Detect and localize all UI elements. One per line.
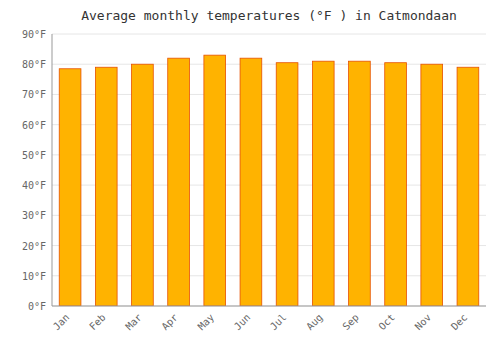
x-tick-label: May xyxy=(196,312,217,333)
x-tick-label: Sep xyxy=(340,312,361,333)
y-tick-label: 0°F xyxy=(28,301,46,312)
x-tick-label: Jun xyxy=(232,312,253,333)
title: Average monthly temperatures (°F ) in Ca… xyxy=(81,8,457,23)
bar xyxy=(168,58,190,306)
x-tick-label: Feb xyxy=(87,312,108,333)
bar xyxy=(349,61,371,306)
grid-line xyxy=(52,306,486,307)
chart: Average monthly temperatures (°F ) in Ca… xyxy=(0,0,500,350)
y-tick-label: 50°F xyxy=(22,150,46,161)
y-tick-label: 80°F xyxy=(22,59,46,70)
y-tick-label: 40°F xyxy=(22,180,46,191)
bar xyxy=(385,63,407,306)
x-tick-label: Apr xyxy=(159,312,180,333)
x-tick-label: Oct xyxy=(376,312,397,333)
bar xyxy=(95,67,117,306)
y-tick-label: 10°F xyxy=(22,271,46,282)
grid xyxy=(52,34,486,306)
y-tick-label: 30°F xyxy=(22,210,46,221)
x-tick-label: Dec xyxy=(449,312,470,333)
bars xyxy=(59,55,479,306)
bar xyxy=(421,64,443,306)
y-tick-label: 70°F xyxy=(22,89,46,100)
bar xyxy=(276,63,298,306)
bar xyxy=(240,58,262,306)
bar xyxy=(132,64,154,306)
y-tick-label: 20°F xyxy=(22,241,46,252)
bar xyxy=(457,67,479,306)
x-tick-label: Mar xyxy=(123,312,144,333)
x-tick-label: Jan xyxy=(51,312,72,333)
x-tick-label: Nov xyxy=(413,312,434,333)
bar xyxy=(59,69,81,306)
y-tick-label: 60°F xyxy=(22,120,46,131)
y-axis-line xyxy=(52,34,53,306)
x-tick-label: Aug xyxy=(304,312,325,333)
grid-line xyxy=(52,34,486,35)
x-axis-line xyxy=(52,306,486,307)
x-tick-label: Jul xyxy=(268,312,289,333)
bar xyxy=(312,61,334,306)
y-tick-label: 90°F xyxy=(22,29,46,40)
bar xyxy=(204,55,226,306)
